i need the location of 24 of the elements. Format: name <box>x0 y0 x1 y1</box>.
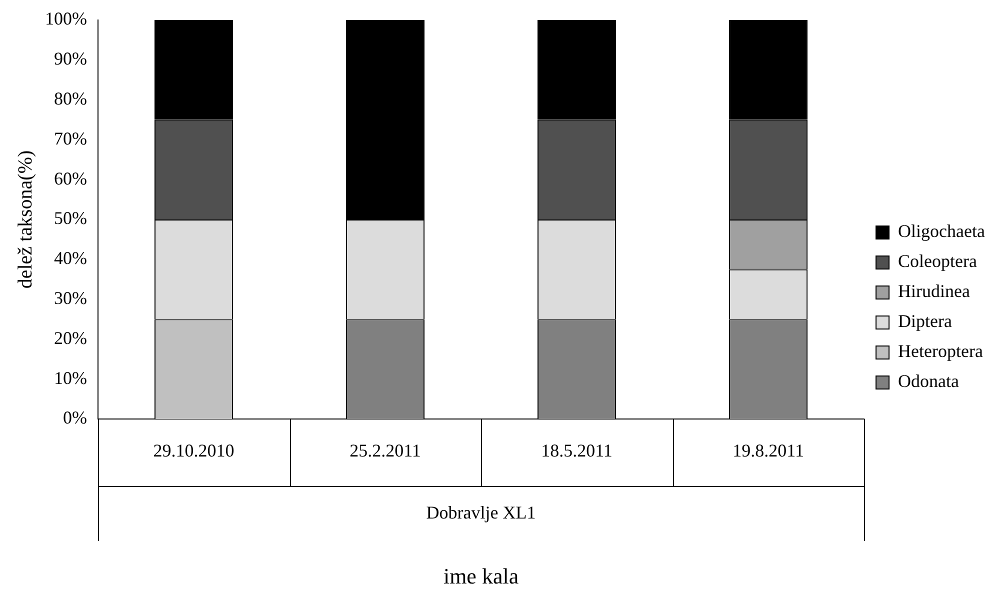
y-tick-label: 30% <box>54 288 87 308</box>
y-tick-label: 70% <box>54 128 87 148</box>
legend-label: Odonata <box>898 371 960 392</box>
text: Dobravlje XL1 <box>426 502 536 523</box>
x-tick-label: 25.2.2011 <box>350 440 421 461</box>
y-tick-label: 40% <box>54 248 87 268</box>
x-tick-label: 18.5.2011 <box>541 440 612 461</box>
x-tick-label: 29.10.2010 <box>153 440 234 461</box>
y-axis-title: delež taksona(%) <box>14 150 36 289</box>
y-tick-label: 100% <box>44 8 87 29</box>
y-tick-label: 20% <box>54 328 87 348</box>
legend-label: Oligochaeta <box>898 221 986 242</box>
legend-label: Diptera <box>898 311 952 332</box>
legend-label: Coleoptera <box>898 251 978 272</box>
x-axis-title: ime kala <box>443 564 519 589</box>
y-tick-label: 10% <box>54 368 87 388</box>
legend-label: Hirudinea <box>898 281 970 302</box>
y-tick-label: 50% <box>54 208 87 228</box>
y-tick-label: 60% <box>54 168 87 188</box>
y-tick-label: 80% <box>54 88 87 109</box>
x-tick-label: 19.8.2011 <box>732 440 804 461</box>
legend-label: Heteroptera <box>898 341 983 362</box>
y-tick-label: 90% <box>54 48 87 69</box>
y-tick-label: 0% <box>62 408 87 428</box>
